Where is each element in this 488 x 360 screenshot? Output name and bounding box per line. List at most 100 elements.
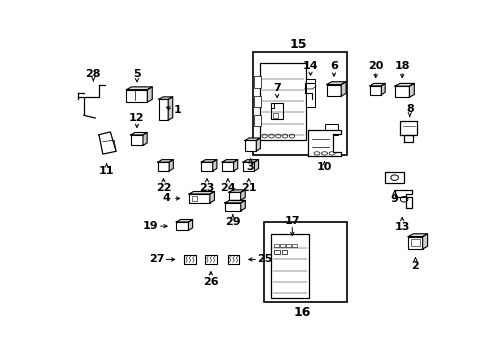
Polygon shape — [188, 220, 192, 230]
Text: 8: 8 — [405, 104, 413, 114]
Text: 22: 22 — [155, 183, 171, 193]
Bar — [264, 222, 346, 302]
Bar — [254, 96, 261, 107]
Bar — [254, 115, 261, 126]
Bar — [394, 86, 408, 97]
Text: 3: 3 — [246, 162, 254, 172]
Polygon shape — [228, 190, 244, 192]
Text: 18: 18 — [394, 61, 409, 71]
Text: 25: 25 — [257, 255, 272, 264]
Circle shape — [390, 175, 398, 180]
Bar — [184, 255, 195, 264]
Polygon shape — [408, 84, 413, 97]
Polygon shape — [176, 220, 192, 222]
Polygon shape — [212, 159, 217, 171]
Polygon shape — [326, 82, 346, 85]
Text: 7: 7 — [273, 83, 281, 93]
Polygon shape — [142, 132, 147, 145]
Text: 10: 10 — [316, 162, 331, 172]
Text: 17: 17 — [284, 216, 300, 226]
Text: 4: 4 — [163, 193, 170, 203]
Bar — [325, 131, 329, 133]
Bar — [271, 103, 282, 120]
Polygon shape — [168, 97, 172, 120]
Text: 5: 5 — [133, 69, 141, 79]
Polygon shape — [381, 84, 385, 95]
Text: 11: 11 — [99, 166, 114, 176]
Text: 24: 24 — [220, 183, 235, 193]
Bar — [252, 51, 346, 156]
Bar — [274, 250, 279, 254]
Polygon shape — [126, 87, 152, 90]
Bar — [243, 162, 254, 171]
Polygon shape — [394, 84, 413, 86]
Text: 28: 28 — [85, 69, 101, 79]
Bar — [205, 255, 216, 264]
Bar — [189, 194, 209, 203]
Polygon shape — [243, 159, 258, 162]
Bar — [324, 124, 337, 135]
Text: 20: 20 — [367, 61, 383, 71]
Polygon shape — [308, 130, 340, 156]
Ellipse shape — [313, 152, 319, 155]
Bar — [244, 140, 256, 151]
Text: 21: 21 — [241, 183, 256, 193]
Bar — [158, 162, 169, 171]
Text: 12: 12 — [129, 113, 144, 123]
Polygon shape — [407, 234, 427, 237]
Polygon shape — [159, 97, 172, 99]
Bar — [271, 234, 309, 298]
Bar — [407, 237, 422, 249]
Text: 29: 29 — [224, 217, 240, 227]
Polygon shape — [209, 192, 214, 203]
Text: 23: 23 — [199, 183, 214, 193]
Polygon shape — [99, 132, 116, 154]
Polygon shape — [233, 159, 237, 171]
Text: 14: 14 — [302, 61, 318, 71]
Text: 26: 26 — [203, 278, 218, 287]
Text: 13: 13 — [394, 222, 409, 232]
Bar — [326, 85, 341, 96]
Bar — [280, 244, 284, 247]
Ellipse shape — [321, 152, 327, 155]
Text: 27: 27 — [148, 255, 164, 264]
Polygon shape — [254, 159, 258, 171]
Bar — [369, 86, 381, 95]
Polygon shape — [201, 159, 217, 162]
Bar — [292, 244, 296, 247]
Bar — [192, 197, 196, 202]
Bar — [228, 192, 240, 200]
Bar — [385, 172, 403, 183]
Polygon shape — [131, 132, 147, 135]
Text: 19: 19 — [143, 221, 159, 231]
Bar — [274, 244, 278, 247]
Polygon shape — [369, 84, 385, 86]
Bar — [131, 135, 142, 145]
Circle shape — [400, 197, 407, 202]
Polygon shape — [244, 138, 260, 140]
Bar — [227, 255, 239, 264]
Bar — [176, 222, 188, 230]
Polygon shape — [240, 190, 244, 200]
Polygon shape — [169, 159, 173, 171]
Text: 2: 2 — [411, 261, 419, 271]
Polygon shape — [240, 201, 245, 211]
Circle shape — [268, 134, 274, 138]
Text: 15: 15 — [288, 38, 306, 51]
Bar — [285, 244, 290, 247]
Polygon shape — [147, 87, 152, 102]
Bar — [126, 90, 147, 102]
Polygon shape — [256, 138, 260, 151]
Circle shape — [282, 134, 287, 138]
Text: 16: 16 — [292, 306, 310, 319]
Bar — [201, 162, 212, 171]
Text: 6: 6 — [329, 61, 337, 71]
Bar — [305, 79, 314, 107]
Ellipse shape — [328, 152, 334, 155]
Circle shape — [289, 134, 294, 138]
Text: 1: 1 — [173, 105, 181, 115]
Bar — [254, 76, 261, 87]
Bar — [410, 239, 419, 246]
Polygon shape — [422, 234, 427, 249]
Polygon shape — [158, 159, 173, 162]
